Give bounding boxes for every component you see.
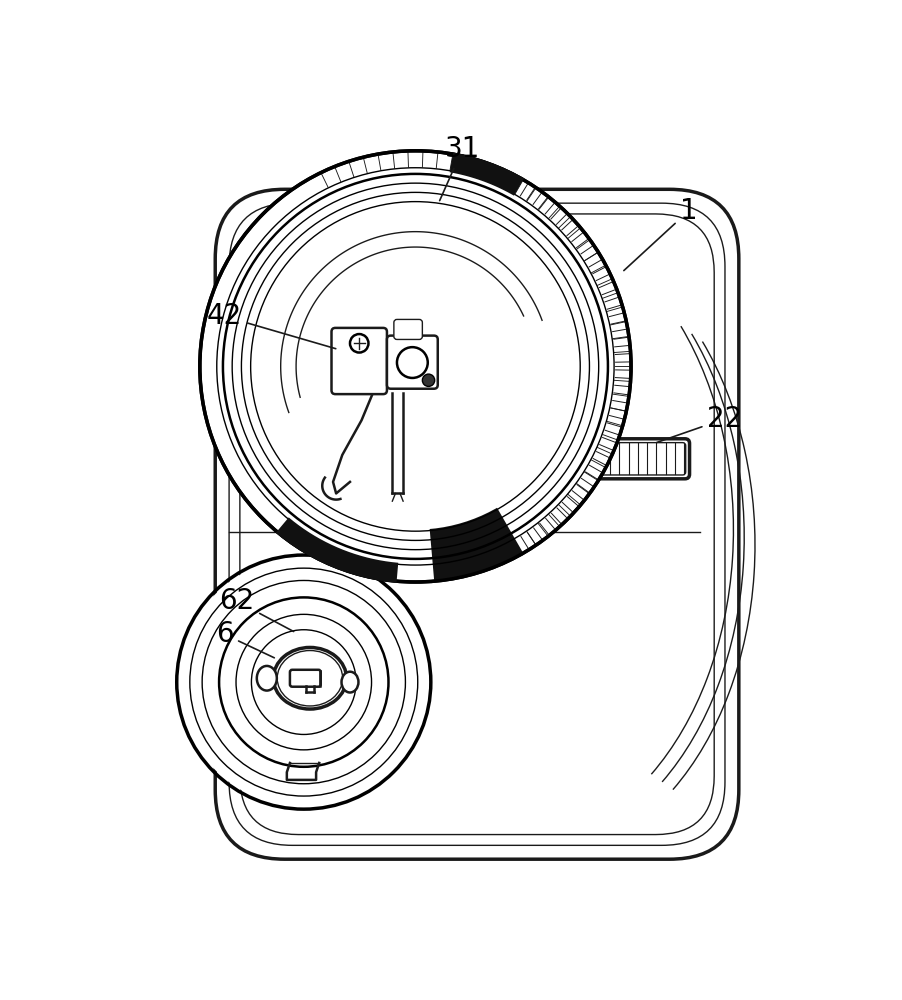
FancyBboxPatch shape (215, 189, 738, 859)
PathPatch shape (275, 517, 398, 583)
Ellipse shape (341, 672, 358, 692)
Text: 6: 6 (216, 620, 274, 658)
Circle shape (350, 334, 368, 353)
Wedge shape (415, 366, 522, 581)
Text: 31: 31 (439, 135, 480, 201)
Circle shape (252, 203, 578, 530)
FancyBboxPatch shape (393, 319, 422, 339)
FancyBboxPatch shape (290, 670, 320, 687)
PathPatch shape (449, 153, 523, 196)
Circle shape (179, 557, 428, 807)
Ellipse shape (273, 647, 346, 709)
Ellipse shape (277, 651, 342, 706)
Text: 42: 42 (207, 302, 336, 349)
FancyBboxPatch shape (331, 328, 387, 394)
Text: 22: 22 (656, 405, 741, 442)
Text: 1: 1 (623, 197, 697, 271)
Circle shape (422, 374, 434, 386)
Ellipse shape (256, 666, 277, 691)
Circle shape (199, 151, 630, 582)
FancyBboxPatch shape (595, 439, 689, 479)
Circle shape (397, 347, 428, 378)
Text: 62: 62 (219, 587, 293, 632)
FancyBboxPatch shape (387, 336, 437, 389)
